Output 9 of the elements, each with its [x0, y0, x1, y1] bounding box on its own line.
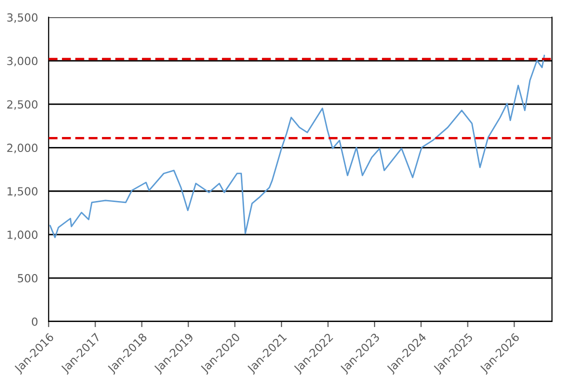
y-tick-label: 1,000 — [8, 230, 38, 240]
y-tick-label: 3,000 — [7, 56, 38, 66]
y-tick-label: 2,000 — [7, 144, 38, 154]
y-tick-label: 0 — [32, 317, 38, 326]
y-tick-label: 2,500 — [7, 100, 38, 110]
line-series — [49, 54, 546, 238]
y-tick-label: 1,500 — [8, 187, 38, 197]
y-tick-label: 3,500 — [7, 13, 38, 23]
y-tick-label: 500 — [18, 274, 38, 282]
